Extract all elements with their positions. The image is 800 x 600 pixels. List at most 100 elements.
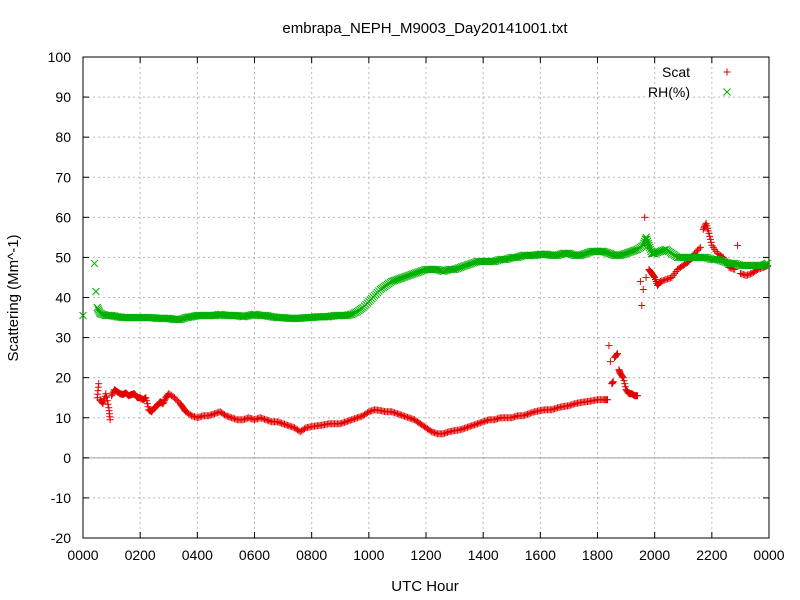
y-tick-label: -20: [51, 530, 71, 546]
scat-point: [98, 399, 106, 407]
scat-point: [223, 412, 231, 420]
scat-point: [569, 400, 577, 408]
rh-point: [400, 273, 409, 281]
rh-point: [466, 260, 475, 268]
scat-point: [352, 414, 360, 422]
scat-point: [695, 245, 703, 253]
rh-point: [703, 254, 712, 262]
scat-point: [443, 428, 451, 436]
scat-point: [473, 420, 481, 428]
scat-point: [566, 401, 574, 409]
scat-point: [549, 405, 557, 413]
rh-point: [462, 261, 470, 270]
scat-point: [251, 416, 258, 424]
scat-point: [461, 424, 469, 432]
x-tick-label: 1600: [525, 547, 556, 563]
rh-point: [660, 246, 669, 254]
legend: Scat RH(%): [648, 64, 731, 100]
rh-point: [490, 257, 499, 266]
scat-point: [366, 407, 374, 415]
scat-point: [523, 410, 531, 418]
scat-point: [525, 410, 533, 418]
rh-point: [177, 315, 186, 323]
rh-point: [579, 250, 588, 259]
scat-point: [230, 415, 238, 423]
rh-point: [600, 248, 609, 256]
scat-point: [472, 420, 480, 428]
scat-point: [431, 429, 439, 437]
scat-point: [483, 416, 491, 424]
y-tick-label: 20: [55, 370, 71, 386]
scat-point: [160, 398, 168, 406]
scat-point: [240, 415, 248, 423]
y-tick-label: 0: [63, 450, 71, 466]
rh-point: [650, 249, 659, 258]
x-tick-label: 1200: [410, 547, 441, 563]
rh-point: [453, 264, 462, 273]
scat-point: [459, 425, 467, 433]
scat-point: [261, 415, 269, 423]
scat-point: [228, 414, 236, 422]
scat-point: [208, 411, 216, 419]
rh-point: [580, 250, 589, 258]
scat-point: [102, 390, 110, 398]
scat-point: [519, 412, 527, 420]
x-tick-label: 2000: [639, 547, 670, 563]
scat-point: [441, 429, 449, 437]
scat-point: [262, 416, 270, 424]
x-tick-label: 2200: [696, 547, 727, 563]
scat-point: [620, 377, 628, 385]
scat-point: [650, 272, 658, 280]
rh-point: [176, 315, 185, 324]
scat-point: [613, 351, 621, 359]
scat-point: [509, 413, 517, 421]
scat-point: [388, 408, 396, 416]
scat-point: [495, 414, 503, 422]
y-tick-label: 40: [55, 290, 71, 306]
rh-point: [702, 253, 710, 262]
scat-point: [636, 277, 644, 285]
rh-point: [79, 311, 87, 320]
scat-point: [401, 412, 409, 420]
scat-point: [338, 419, 346, 427]
scat-point: [476, 419, 484, 427]
scat-point: [283, 421, 291, 429]
axis-ticks: -20 -10 0 10 20 30 40 50 60 70 80 90 100 0000 0200 0400…: [48, 49, 785, 563]
rh-point: [439, 267, 448, 276]
scat-point: [408, 415, 416, 423]
rh-point: [450, 265, 459, 274]
legend-marker-symbol: [723, 68, 731, 76]
scat-point: [466, 422, 474, 430]
scat-point: [173, 397, 181, 405]
x-tick-label: 0600: [239, 547, 270, 563]
rh-point: [455, 264, 463, 272]
scat-point: [358, 412, 366, 420]
scat-point: [266, 417, 274, 425]
scat-point: [475, 419, 483, 427]
rh-point: [393, 275, 402, 284]
scat-point: [188, 412, 196, 420]
scat-point: [144, 403, 152, 411]
scat-point: [744, 271, 752, 279]
scat-point: [548, 406, 556, 414]
scat-point: [353, 414, 361, 422]
rh-point: [652, 249, 660, 257]
scat-point: [705, 229, 713, 237]
scat-point: [604, 396, 612, 404]
rh-point: [459, 262, 468, 271]
rh-point: [396, 274, 405, 283]
rh-point: [576, 251, 585, 260]
rh-point: [606, 250, 615, 258]
rh-point: [577, 251, 586, 259]
scat-point: [662, 275, 670, 283]
rh-point: [502, 255, 510, 264]
rh-point: [616, 251, 625, 260]
rh-point: [629, 247, 638, 255]
rh-point: [407, 270, 416, 279]
scat-point: [365, 408, 373, 416]
scat-point: [521, 411, 529, 419]
rh-point: [583, 249, 592, 257]
rh-point: [402, 272, 410, 281]
scat-point: [621, 380, 629, 388]
rh-point: [346, 310, 355, 319]
